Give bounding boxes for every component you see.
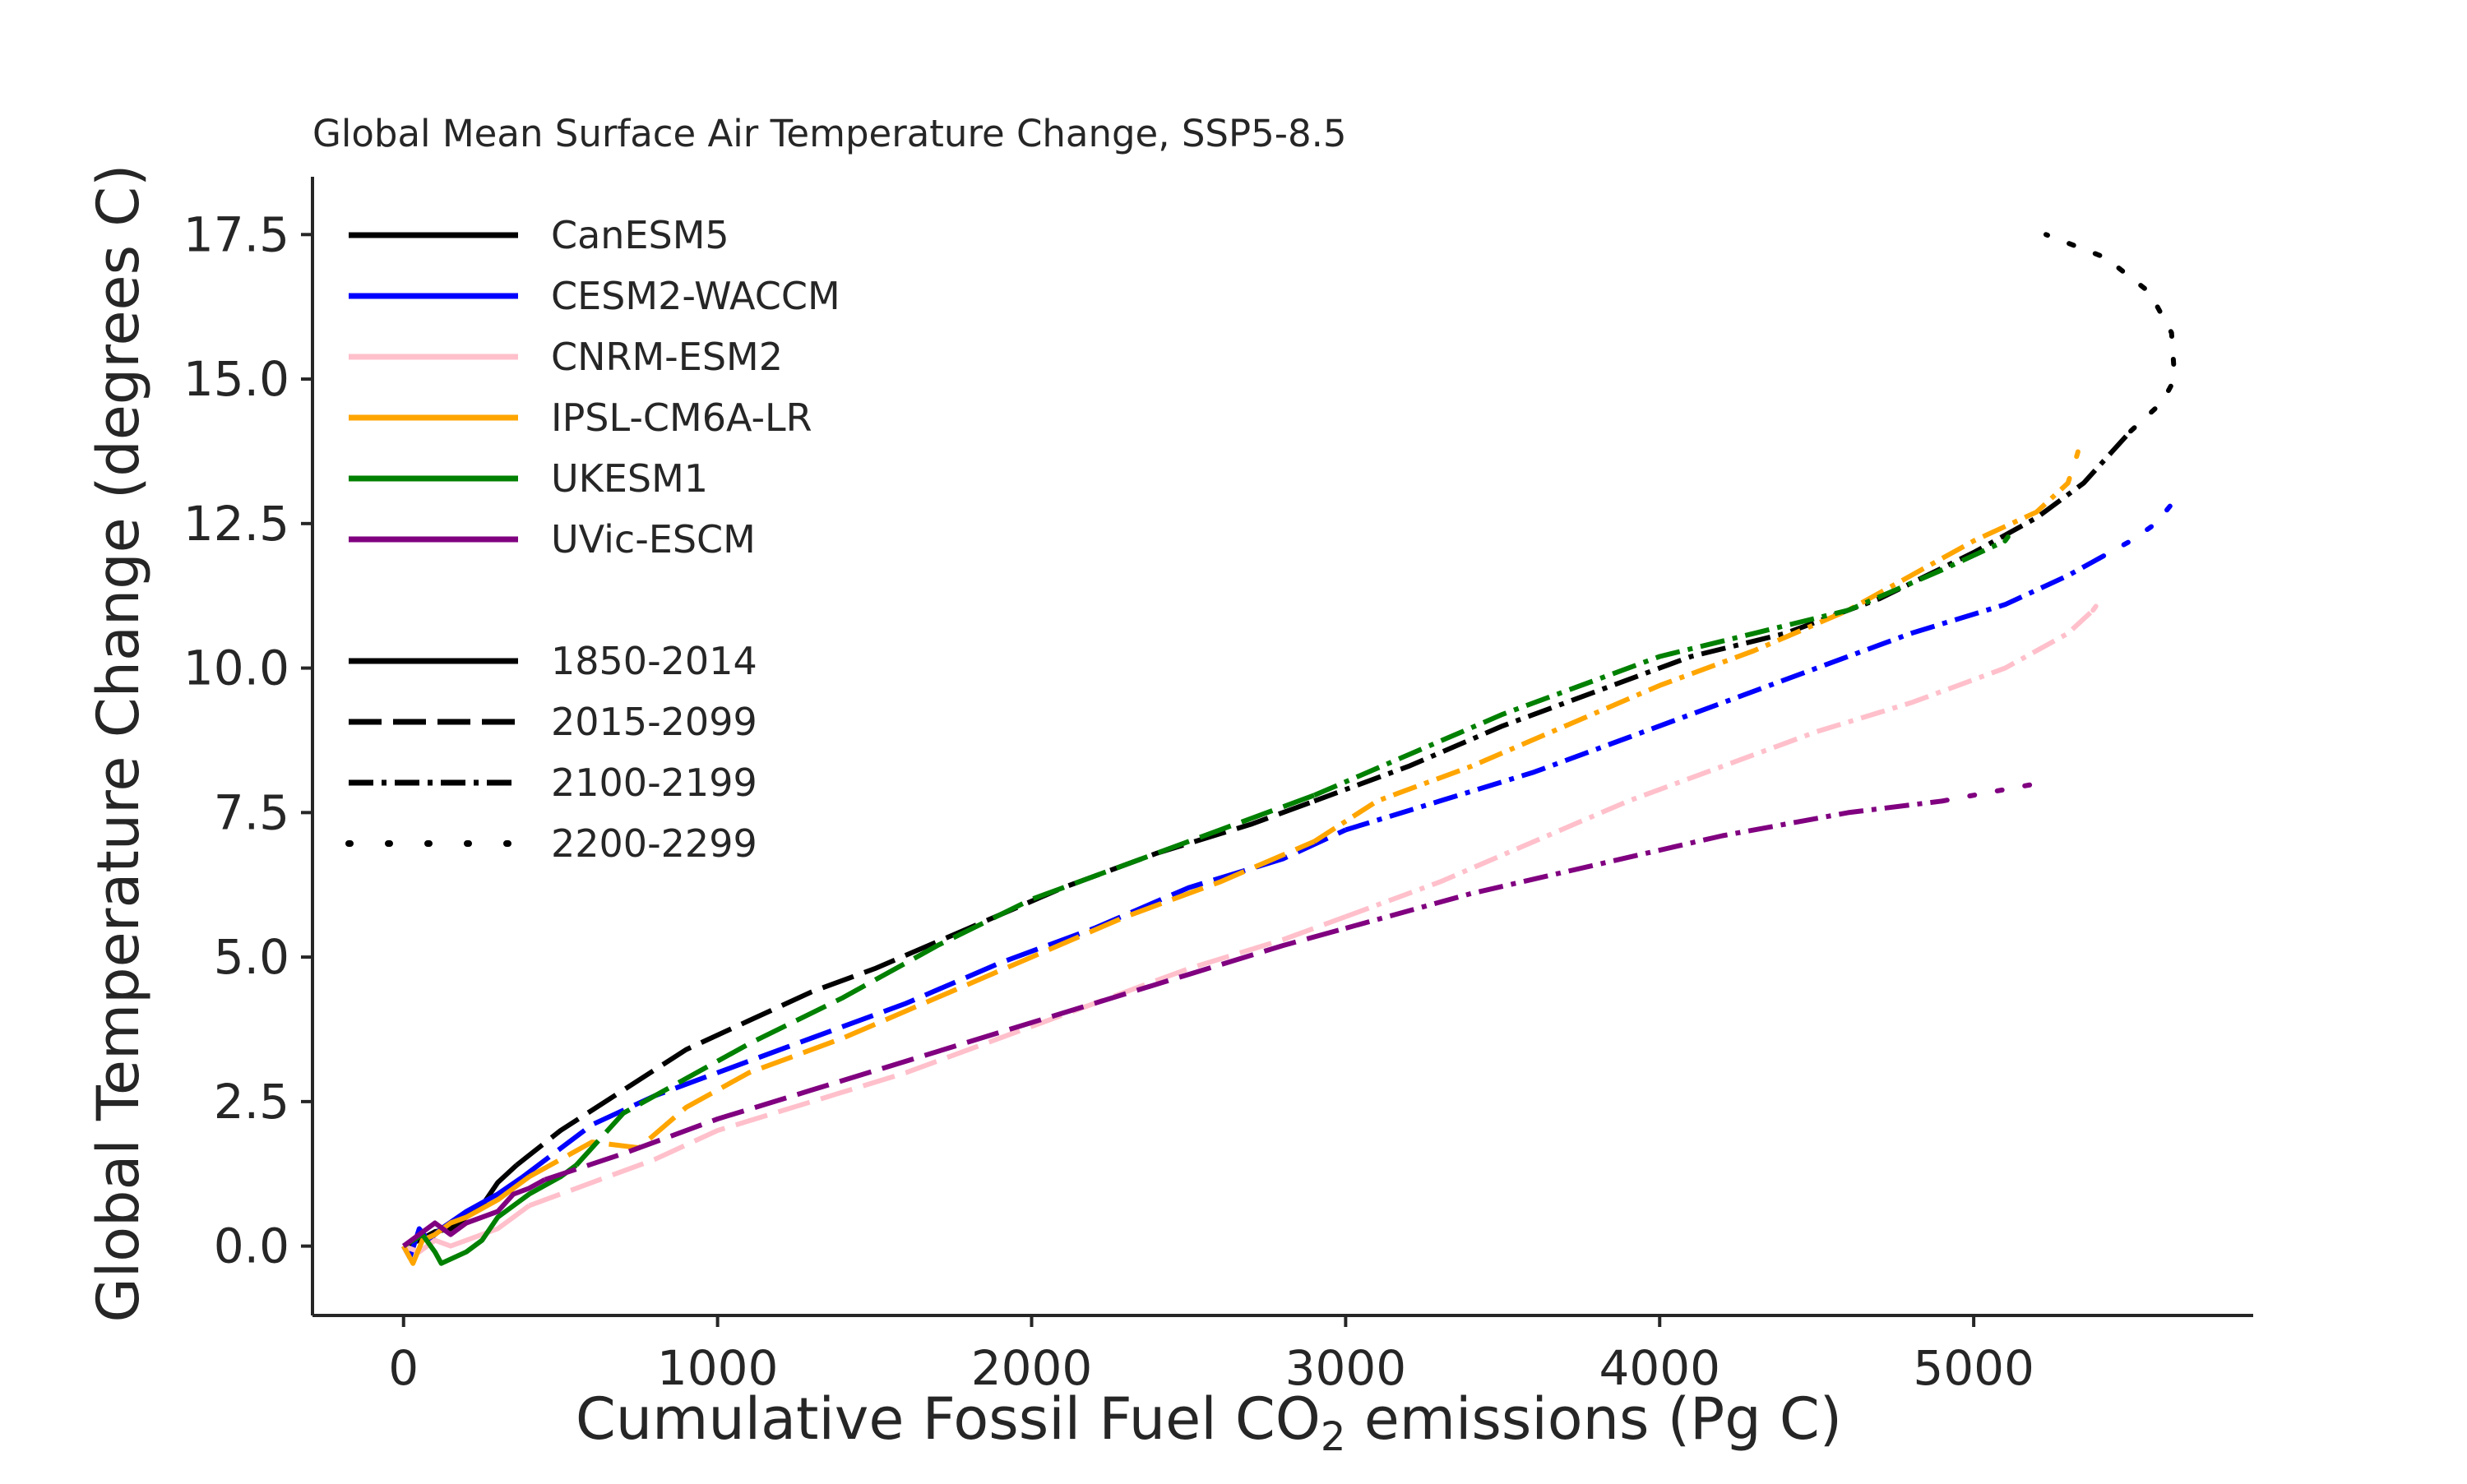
legend-label-ipsl-cm6a-lr: IPSL-CM6A-LR — [551, 395, 812, 440]
legend-label-uvic-escm: UVic-ESCM — [551, 517, 756, 562]
legend-label-canesm5: CanESM5 — [551, 213, 729, 257]
series-line-cnrm-esm2-2200-2299 — [2090, 590, 2108, 613]
series-line-ukesm1-2100-2199 — [1313, 539, 2006, 798]
chart-title: Global Mean Surface Air Temperature Chan… — [312, 112, 1347, 155]
series-line-uvic-escm-2015-2099 — [544, 926, 1347, 1182]
legend-label-1850-2014: 1850-2014 — [551, 639, 757, 683]
y-axis-label: Global Temperature Change (degrees C) — [85, 164, 152, 1323]
y-tick-label: 17.5 — [183, 206, 289, 262]
x-tick-label: 4000 — [1599, 1340, 1720, 1396]
legend-label-cnrm-esm2: CNRM-ESM2 — [551, 335, 783, 379]
legend: CanESM5 CESM2-WACCM CNRM-ESM2 IPSL-CM6A-LR U… — [345, 213, 840, 866]
series-line-ipsl-cm6a-lr-2015-2099 — [528, 839, 1316, 1179]
x-tick-label: 1000 — [657, 1340, 779, 1396]
x-axis-label: Cumulative Fossil Fuel CO2 emissions (Pg… — [576, 1385, 1842, 1460]
series-line-uvic-escm-2100-2199 — [1345, 798, 1943, 931]
axes-layer: 0 1000 2000 3000 4000 5000 0.0 2.5 5.0 7.5 10.0 12.… — [183, 177, 2253, 1396]
series-line-cesm2-waccm-2100-2199 — [1345, 556, 2101, 833]
legend-label-ukesm1: UKESM1 — [551, 456, 708, 501]
y-tick-label: 12.5 — [183, 496, 289, 552]
legend-label-cesm2-waccm: CESM2-WACCM — [551, 274, 840, 318]
series-line-canesm5-2200-2299 — [2043, 232, 2178, 434]
legend-label-2100-2199: 2100-2199 — [551, 760, 757, 805]
series-line-cnrm-esm2-1850-2014 — [402, 1203, 531, 1255]
legend-label-2015-2099: 2015-2099 — [551, 700, 757, 744]
series-line-ukesm1-2015-2099 — [574, 793, 1316, 1167]
series-line-ipsl-cm6a-lr-2200-2299 — [2065, 428, 2086, 486]
x-axis-label-suffix: emissions (Pg C) — [1345, 1385, 1842, 1453]
x-tick-label: 0 — [388, 1340, 419, 1396]
series-line-canesm5-2100-2199 — [1313, 429, 2133, 804]
series-line-uvic-escm-1850-2014 — [401, 1177, 547, 1249]
y-tick-label: 7.5 — [214, 784, 289, 840]
series-layer — [401, 232, 2178, 1266]
y-tick-label: 0.0 — [214, 1218, 289, 1274]
x-tick-label: 5000 — [1913, 1340, 2034, 1396]
x-axis-label-prefix: Cumulative Fossil Fuel CO — [576, 1385, 1321, 1453]
series-line-ukesm1-1850-2014 — [402, 1163, 578, 1266]
series-line-cnrm-esm2-2100-2199 — [1345, 608, 2095, 919]
x-tick-label: 2000 — [971, 1340, 1093, 1396]
y-tick-label: 5.0 — [214, 929, 289, 985]
series-line-ukesm1-2200-2299 — [2002, 520, 2020, 543]
y-tick-label: 10.0 — [183, 640, 289, 696]
x-axis-label-subscript: 2 — [1321, 1414, 1346, 1460]
x-tick-label: 3000 — [1285, 1340, 1407, 1396]
series-line-cesm2-waccm-2015-2099 — [521, 827, 1347, 1179]
legend-label-2200-2299: 2200-2299 — [551, 821, 757, 866]
y-tick-label: 2.5 — [214, 1074, 289, 1130]
series-line-cnrm-esm2-2015-2099 — [528, 914, 1347, 1209]
y-tick-label: 15.0 — [183, 351, 289, 407]
series-line-ipsl-cm6a-lr-2100-2199 — [1312, 481, 2070, 844]
